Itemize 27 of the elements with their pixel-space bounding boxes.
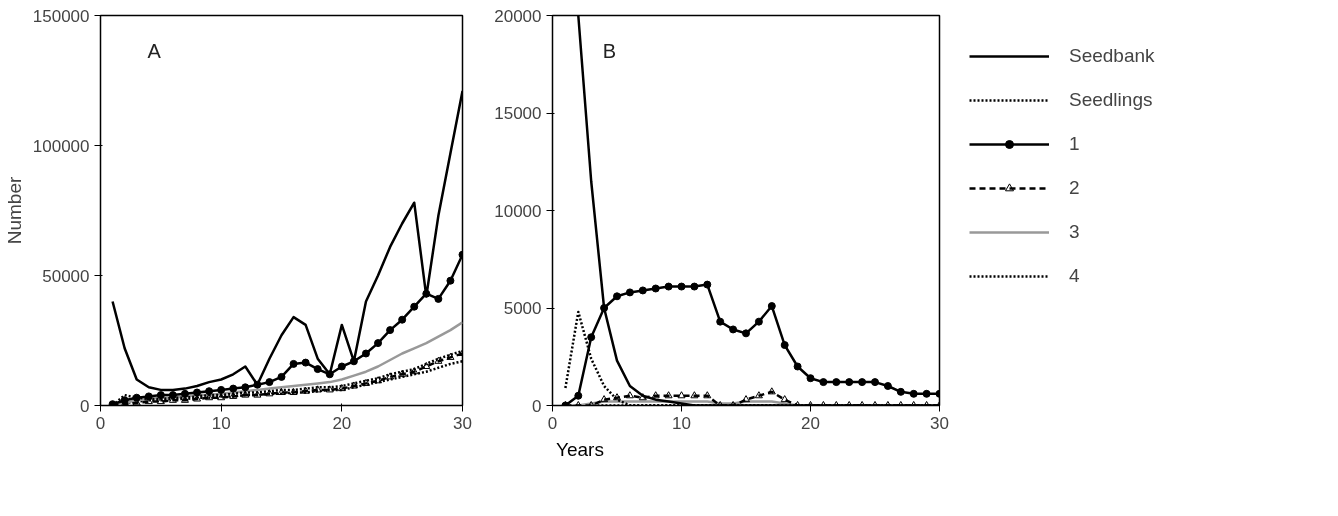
- x-tick-label: 30: [453, 413, 472, 433]
- y-axis-title: Number: [3, 176, 25, 245]
- x-axis-title: Years: [556, 438, 604, 462]
- x-tick-label: 0: [547, 413, 558, 433]
- y-tick-label: 100000: [32, 136, 90, 156]
- annotation: B: [602, 40, 617, 63]
- y-tick-label: 0: [80, 396, 90, 416]
- legend-label: 4: [1069, 265, 1081, 287]
- y-tick-label: 20000: [494, 6, 542, 26]
- x-tick-label: 10: [211, 413, 231, 433]
- x-tick-label: 20: [332, 413, 352, 433]
- y-tick-label: 10000: [494, 201, 542, 221]
- annotation: A: [147, 40, 162, 63]
- legend-label: 1: [1069, 133, 1081, 155]
- x-tick-label: 10: [672, 413, 691, 433]
- y-tick-label: 50000: [42, 266, 90, 286]
- legend-label: 3: [1069, 221, 1081, 243]
- x-tick-label: 0: [95, 413, 106, 433]
- legend-label: Seedbank: [1069, 45, 1155, 67]
- y-tick-label: 5000: [503, 299, 542, 318]
- x-tick-label: 20: [801, 413, 820, 433]
- x-tick-label: 30: [930, 413, 949, 433]
- y-tick-label: 0: [532, 396, 542, 416]
- y-tick-label: 15000: [494, 104, 542, 123]
- legend-label: Seedlings: [1069, 89, 1153, 111]
- legend-label: 2: [1069, 177, 1081, 199]
- y-tick-label: 150000: [32, 6, 90, 26]
